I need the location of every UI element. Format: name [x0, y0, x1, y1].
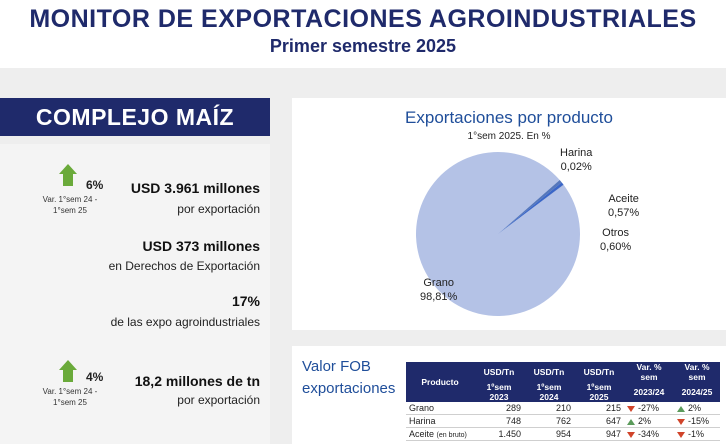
- table-header-row: 1ºsem 2023 1ºsem 2024 1ºsem 2025 2023/24…: [406, 382, 720, 402]
- page-subtitle: Primer semestre 2025: [269, 36, 457, 56]
- col-header: USD/Tn: [524, 362, 574, 382]
- pie-slice-otros: [498, 180, 562, 234]
- pie-chart: [415, 151, 580, 316]
- kpi-panel: 6% Var. 1°sem 24 -1°sem 25 USD 3.961 mil…: [0, 144, 270, 444]
- cell-producto: Aceite (en bruto): [406, 427, 474, 441]
- cell-var: 2%: [674, 402, 720, 415]
- cell-usd: 647: [574, 414, 624, 428]
- table-row: Harina 748 762 647 2% -15%: [406, 414, 720, 428]
- cell-var: -1%: [674, 427, 720, 441]
- cell-usd: 210: [524, 402, 574, 415]
- cell-var: -15%: [674, 414, 720, 428]
- kpi-value: USD 3.961 millones: [130, 180, 260, 196]
- kpi-desc: de las expo agroindustriales: [110, 315, 260, 329]
- kpi-value: 18,2 millones de tn: [134, 373, 260, 389]
- pie-label-otros: Otros 0,60%: [600, 227, 632, 253]
- complejo-banner: COMPLEJO MAÍZ: [0, 98, 270, 136]
- cell-usd: 289: [474, 402, 524, 415]
- cell-usd: 954: [524, 427, 574, 441]
- col-header: USD/Tn: [474, 362, 524, 382]
- fob-title: Valor FOB: [302, 358, 371, 375]
- cell-var: 2%: [624, 414, 674, 428]
- col-header: 1ºsem 2025: [574, 382, 624, 402]
- cell-usd: 947: [574, 427, 624, 441]
- trend-up-icon: [627, 418, 635, 425]
- col-header: 1ºsem 2023: [474, 382, 524, 402]
- col-header: Producto: [406, 362, 474, 402]
- trend-down-icon: [677, 418, 685, 425]
- trend-down-icon: [677, 431, 685, 438]
- cell-var: -34%: [624, 427, 674, 441]
- chart-title: Exportaciones por producto: [405, 108, 613, 127]
- page-title: MONITOR DE EXPORTACIONES AGROINDUSTRIALE…: [29, 5, 697, 33]
- pie-label-aceite: Aceite 0,57%: [608, 193, 640, 219]
- cell-producto: Harina: [406, 414, 474, 428]
- table-header-row: Producto USD/Tn USD/Tn USD/Tn Var. % sem…: [406, 362, 720, 402]
- cell-var: -27%: [624, 402, 674, 415]
- kpi-value: USD 373 millones: [142, 238, 261, 254]
- kpi-var-label: Var. 1°sem 24 -1°sem 25: [42, 195, 98, 215]
- trend-up-icon: [677, 405, 685, 412]
- pie-chart-panel: Exportaciones por producto 1°sem 2025. E…: [292, 98, 726, 330]
- trend-down-icon: [627, 405, 635, 412]
- col-header: 2024/25: [674, 382, 720, 402]
- col-header: 2023/24: [624, 382, 674, 402]
- kpi-desc: por exportación: [177, 393, 260, 407]
- cell-usd: 748: [474, 414, 524, 428]
- pie-label-grano: Grano 98,81%: [420, 277, 458, 303]
- pie-slice-harina: [498, 184, 564, 234]
- col-header: 1ºsem 2024: [524, 382, 574, 402]
- fob-panel: Valor FOB exportaciones Producto USD/Tn …: [292, 346, 726, 444]
- col-header: Var. % sem: [674, 362, 720, 382]
- col-header: USD/Tn: [574, 362, 624, 382]
- fob-title-2: exportaciones: [302, 380, 396, 397]
- kpi-var-pct: 4%: [86, 370, 104, 384]
- chart-subtitle: 1°sem 2025. En %: [467, 131, 551, 142]
- kpi-desc: por exportación: [177, 202, 260, 216]
- kpi-value: 17%: [231, 293, 260, 309]
- kpi-var-pct: 6%: [86, 178, 104, 192]
- cell-usd: 762: [524, 414, 574, 428]
- cell-usd: 215: [574, 402, 624, 415]
- pie-slice-aceite: [498, 182, 564, 234]
- fob-table: Producto USD/Tn USD/Tn USD/Tn Var. % sem…: [406, 362, 720, 441]
- table-row: Grano 289 210 215 -27% 2%: [406, 402, 720, 415]
- header: MONITOR DE EXPORTACIONES AGROINDUSTRIALE…: [0, 0, 726, 68]
- pie-slice-grano: [415, 151, 580, 316]
- kpi-var-label: Var. 1°sem 24 -1°sem 25: [42, 387, 98, 407]
- col-header: Var. % sem: [624, 362, 674, 382]
- kpi-desc: en Derechos de Exportación: [108, 259, 260, 273]
- cell-producto: Grano: [406, 402, 474, 415]
- cell-usd: 1.450: [474, 427, 524, 441]
- table-row: Aceite (en bruto) 1.450 954 947 -34% -1%: [406, 427, 720, 441]
- pie-label-harina: Harina 0,02%: [560, 147, 593, 173]
- trend-down-icon: [627, 431, 635, 438]
